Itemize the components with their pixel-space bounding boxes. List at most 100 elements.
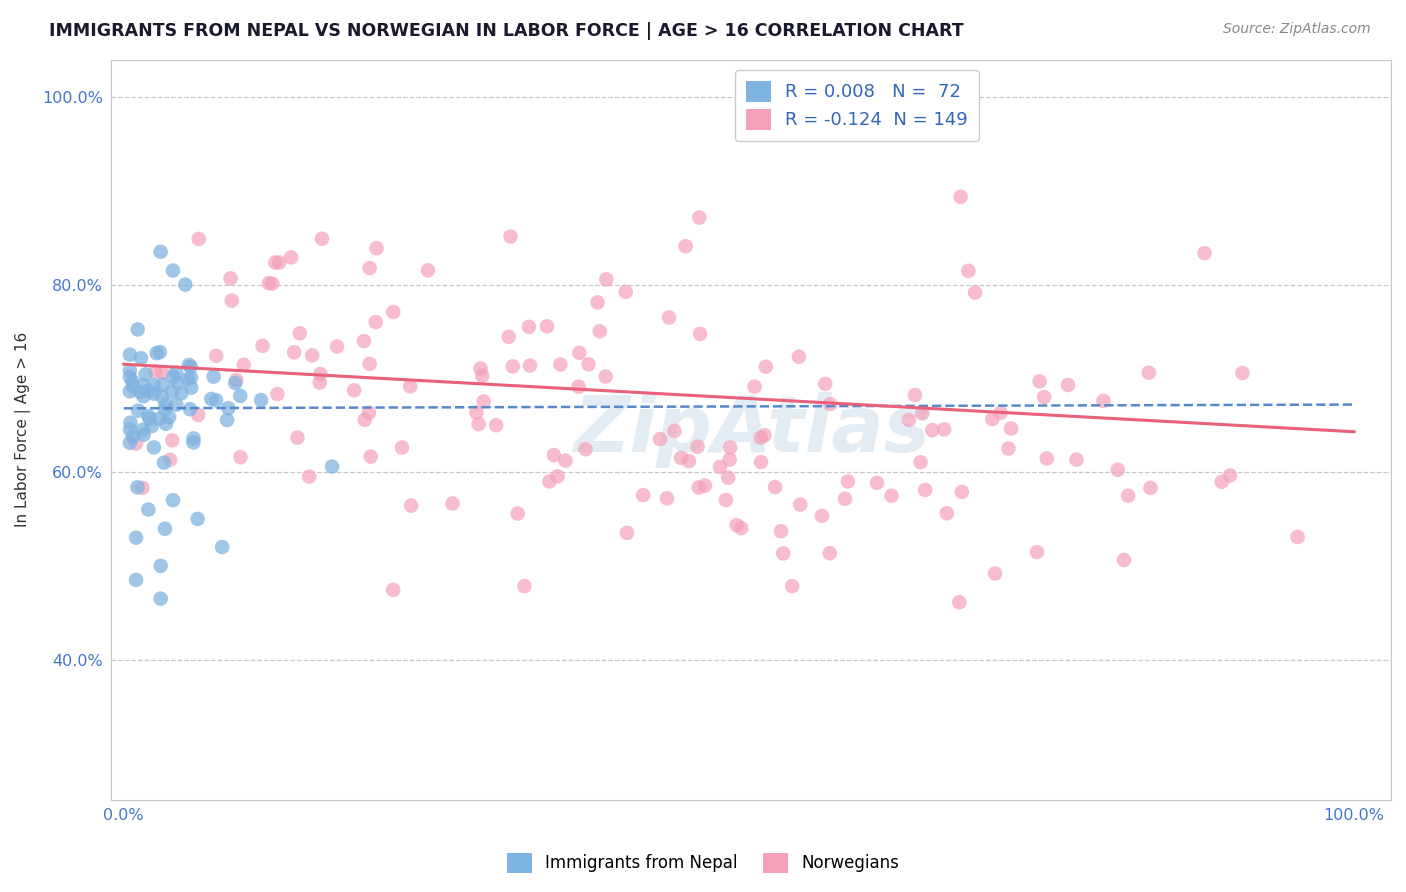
Point <box>718 441 741 455</box>
Point <box>162 369 184 384</box>
Point <box>714 493 737 508</box>
Point <box>187 408 209 422</box>
Point <box>162 263 184 277</box>
Point <box>399 499 422 513</box>
Point <box>187 512 209 526</box>
Point <box>343 384 366 398</box>
Point <box>217 401 239 416</box>
Point <box>311 232 333 246</box>
Point <box>1211 475 1233 489</box>
Point <box>165 398 187 412</box>
Point <box>155 397 177 411</box>
Point <box>200 392 222 406</box>
Point <box>669 450 692 465</box>
Point <box>818 546 841 560</box>
Point <box>586 295 609 310</box>
Point <box>1026 545 1049 559</box>
Point <box>269 255 291 269</box>
Point <box>153 522 176 536</box>
Point <box>688 481 710 495</box>
Point <box>911 406 934 420</box>
Point <box>754 428 776 442</box>
Point <box>142 386 165 401</box>
Text: IMMIGRANTS FROM NEPAL VS NORWEGIAN IN LABOR FORCE | AGE > 16 CORRELATION CHART: IMMIGRANTS FROM NEPAL VS NORWEGIAN IN LA… <box>49 22 965 40</box>
Point <box>187 232 209 246</box>
Point <box>880 489 903 503</box>
Point <box>904 388 927 402</box>
Point <box>718 452 741 467</box>
Point <box>984 566 1007 581</box>
Point <box>948 595 970 609</box>
Point <box>517 319 540 334</box>
Text: ZipAtlas: ZipAtlas <box>572 392 929 468</box>
Point <box>145 346 167 360</box>
Point <box>118 370 141 384</box>
Point <box>174 277 197 292</box>
Point <box>935 506 957 520</box>
Point <box>138 409 160 423</box>
Point <box>127 480 149 494</box>
Point <box>326 340 349 354</box>
Point <box>179 402 201 417</box>
Point <box>717 471 740 485</box>
Point <box>118 423 141 437</box>
Point <box>897 413 920 427</box>
Point <box>595 272 617 286</box>
Point <box>820 397 842 411</box>
Point <box>153 402 176 417</box>
Point <box>138 384 160 398</box>
Point <box>506 507 529 521</box>
Point <box>118 384 141 399</box>
Point <box>155 417 177 431</box>
Point <box>252 339 274 353</box>
Point <box>914 483 936 497</box>
Point <box>648 432 671 446</box>
Point <box>950 484 973 499</box>
Point <box>441 496 464 510</box>
Point <box>125 531 148 545</box>
Point <box>744 379 766 393</box>
Point <box>122 379 145 393</box>
Point <box>180 370 202 384</box>
Point <box>142 441 165 455</box>
Point <box>688 211 710 225</box>
Point <box>655 491 678 506</box>
Point <box>129 351 152 365</box>
Point <box>298 469 321 483</box>
Point <box>132 427 155 442</box>
Point <box>232 358 254 372</box>
Point <box>221 293 243 308</box>
Point <box>772 546 794 560</box>
Point <box>631 488 654 502</box>
Point <box>229 450 252 465</box>
Point <box>149 345 172 359</box>
Point <box>589 324 612 338</box>
Point <box>547 469 569 483</box>
Point <box>219 271 242 285</box>
Point <box>266 387 288 401</box>
Point <box>138 502 160 516</box>
Point <box>811 508 834 523</box>
Point <box>149 558 172 573</box>
Point <box>202 369 225 384</box>
Point <box>160 384 183 399</box>
Point <box>283 345 305 359</box>
Point <box>141 419 163 434</box>
Point <box>1286 530 1309 544</box>
Point <box>183 431 205 445</box>
Point <box>730 521 752 535</box>
Point <box>150 366 173 380</box>
Point <box>120 416 142 430</box>
Point <box>353 413 375 427</box>
Point <box>1232 366 1254 380</box>
Point <box>1066 452 1088 467</box>
Point <box>658 310 681 325</box>
Point <box>382 582 405 597</box>
Y-axis label: In Labor Force | Age > 16: In Labor Force | Age > 16 <box>15 332 31 527</box>
Point <box>177 358 200 372</box>
Point <box>1107 463 1129 477</box>
Point <box>981 412 1004 426</box>
Point <box>725 518 748 533</box>
Point <box>180 381 202 395</box>
Point <box>769 524 792 539</box>
